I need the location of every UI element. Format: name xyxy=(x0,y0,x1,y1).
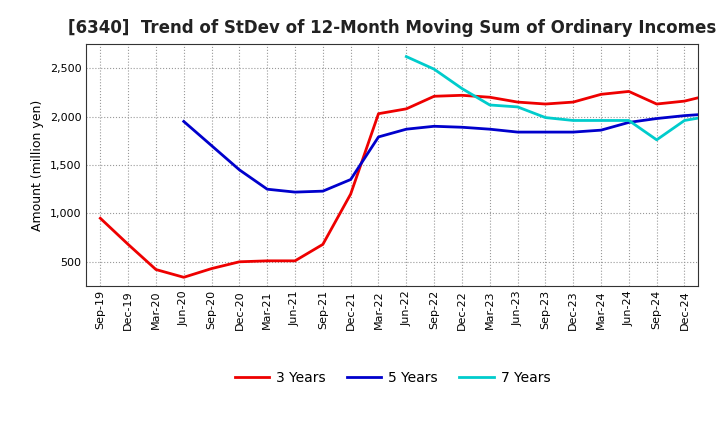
5 Years xyxy=(374,134,383,139)
5 Years xyxy=(597,128,606,133)
Title: [6340]  Trend of StDev of 12-Month Moving Sum of Ordinary Incomes: [6340] Trend of StDev of 12-Month Moving… xyxy=(68,19,716,37)
3 Years xyxy=(597,92,606,97)
3 Years xyxy=(541,101,550,106)
3 Years xyxy=(458,93,467,98)
3 Years xyxy=(318,242,327,247)
5 Years xyxy=(179,119,188,124)
7 Years xyxy=(597,118,606,123)
7 Years xyxy=(458,86,467,91)
5 Years xyxy=(402,127,410,132)
7 Years xyxy=(485,103,494,108)
5 Years xyxy=(708,111,716,116)
5 Years xyxy=(346,177,355,182)
3 Years xyxy=(569,99,577,105)
7 Years xyxy=(430,66,438,72)
5 Years xyxy=(207,143,216,148)
3 Years xyxy=(708,92,716,97)
5 Years xyxy=(541,129,550,135)
3 Years xyxy=(402,106,410,111)
3 Years xyxy=(513,99,522,105)
3 Years xyxy=(430,94,438,99)
3 Years xyxy=(291,258,300,264)
3 Years xyxy=(680,99,689,104)
3 Years xyxy=(235,259,243,264)
3 Years xyxy=(124,242,132,247)
3 Years xyxy=(152,267,161,272)
Line: 5 Years: 5 Years xyxy=(184,114,712,192)
7 Years xyxy=(402,54,410,59)
7 Years xyxy=(708,113,716,118)
3 Years xyxy=(96,216,104,221)
3 Years xyxy=(485,95,494,100)
5 Years xyxy=(569,129,577,135)
5 Years xyxy=(652,116,661,121)
5 Years xyxy=(318,188,327,194)
7 Years xyxy=(624,118,633,123)
7 Years xyxy=(652,137,661,143)
7 Years xyxy=(513,104,522,110)
7 Years xyxy=(680,118,689,123)
Y-axis label: Amount (million yen): Amount (million yen) xyxy=(32,99,45,231)
3 Years xyxy=(179,275,188,280)
3 Years xyxy=(374,111,383,116)
Legend: 3 Years, 5 Years, 7 Years: 3 Years, 5 Years, 7 Years xyxy=(229,365,556,390)
Line: 7 Years: 7 Years xyxy=(406,57,712,140)
3 Years xyxy=(652,101,661,106)
5 Years xyxy=(458,125,467,130)
5 Years xyxy=(680,113,689,118)
5 Years xyxy=(513,129,522,135)
3 Years xyxy=(263,258,271,264)
5 Years xyxy=(263,187,271,192)
5 Years xyxy=(430,124,438,129)
3 Years xyxy=(624,89,633,94)
7 Years xyxy=(541,115,550,120)
3 Years xyxy=(346,191,355,197)
7 Years xyxy=(569,118,577,123)
3 Years xyxy=(207,266,216,271)
5 Years xyxy=(291,190,300,195)
Line: 3 Years: 3 Years xyxy=(100,92,712,277)
5 Years xyxy=(235,167,243,172)
5 Years xyxy=(624,120,633,125)
5 Years xyxy=(485,127,494,132)
